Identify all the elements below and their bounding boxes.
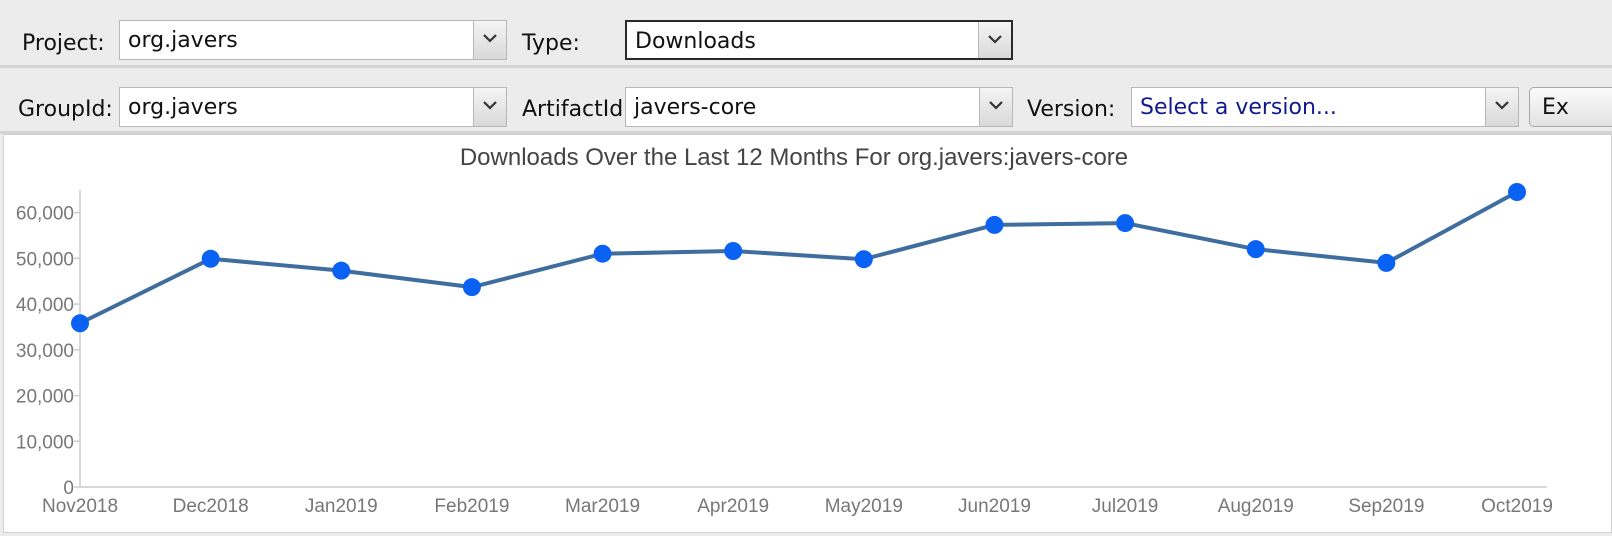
chart-title: Downloads Over the Last 12 Months For or…	[460, 144, 1128, 171]
project-label: Project:	[22, 31, 105, 56]
data-point	[985, 215, 1004, 234]
artifactid-dropdown-button[interactable]	[979, 88, 1012, 126]
chevron-down-icon	[988, 35, 1002, 44]
data-point	[854, 250, 873, 269]
y-tick-label: 30,000	[16, 341, 74, 362]
chevron-down-icon	[483, 34, 497, 43]
version-label: Version:	[1027, 97, 1116, 122]
export-button-label: Ex	[1542, 95, 1569, 120]
version-dropdown-button[interactable]	[1485, 88, 1518, 126]
data-point	[593, 244, 612, 263]
project-select[interactable]: org.javers	[119, 20, 507, 60]
version-select-placeholder: Select a version...	[1140, 95, 1337, 120]
y-tick-label: 10,000	[16, 432, 74, 453]
x-tick-label: Mar2019	[565, 496, 640, 517]
data-point	[1246, 240, 1265, 259]
data-point	[724, 242, 743, 260]
y-tick-label: 60,000	[16, 204, 74, 225]
groupid-select-value: org.javers	[128, 95, 238, 120]
type-label: Type:	[522, 31, 580, 56]
x-tick-label: Oct2019	[1481, 496, 1553, 517]
artifactid-select[interactable]: javers-core	[625, 87, 1013, 127]
series-line	[78, 190, 1519, 326]
downloads-chart-panel: Downloads Over the Last 12 Months For or…	[3, 134, 1612, 533]
chevron-down-icon	[989, 101, 1003, 110]
y-tick-label: 0	[63, 478, 74, 499]
data-point	[71, 314, 89, 333]
type-select-value: Downloads	[635, 29, 756, 54]
artifact-toolbar: GroupId: org.javers ArtifactId: javers-c…	[0, 68, 1612, 132]
groupid-label: GroupId:	[18, 97, 113, 122]
x-tick-label: Feb2019	[434, 496, 509, 517]
type-select[interactable]: Downloads	[625, 20, 1013, 60]
type-dropdown-button[interactable]	[978, 22, 1011, 58]
project-select-value: org.javers	[128, 28, 238, 53]
groupid-select[interactable]: org.javers	[119, 87, 507, 127]
y-tick-label: 20,000	[16, 387, 74, 408]
chevron-down-icon	[483, 101, 497, 110]
toolbar-divider	[0, 131, 1612, 134]
x-tick-label: Apr2019	[697, 496, 769, 517]
data-point	[332, 261, 351, 280]
x-tick-label: Aug2019	[1218, 496, 1294, 517]
groupid-dropdown-button[interactable]	[473, 88, 506, 126]
artifactid-label: ArtifactId:	[522, 97, 631, 122]
data-point	[462, 278, 481, 297]
x-tick-label: Dec2018	[173, 496, 249, 517]
data-point	[1116, 214, 1135, 233]
x-tick-label: Jul2019	[1092, 496, 1159, 517]
downloads-line-chart: Downloads Over the Last 12 Months For or…	[16, 144, 1553, 517]
x-tick-label: Sep2019	[1348, 496, 1424, 517]
version-select[interactable]: Select a version...	[1131, 87, 1519, 127]
artifactid-select-value: javers-core	[634, 95, 757, 120]
x-tick-label: Jun2019	[958, 496, 1031, 517]
project-toolbar: Project: org.javers Type: Downloads	[0, 0, 1612, 66]
x-tick-label: Nov2018	[42, 496, 118, 517]
chevron-down-icon	[1495, 101, 1509, 110]
data-point	[1377, 253, 1396, 272]
y-tick-label: 40,000	[16, 295, 74, 316]
toolbar-divider	[0, 65, 1612, 68]
y-tick-label: 50,000	[16, 249, 74, 270]
x-tick-label: Jan2019	[305, 496, 378, 517]
data-point	[201, 249, 220, 268]
x-tick-label: May2019	[825, 496, 903, 517]
export-button[interactable]: Ex	[1529, 87, 1612, 127]
data-point	[1508, 183, 1526, 201]
project-dropdown-button[interactable]	[473, 21, 506, 59]
